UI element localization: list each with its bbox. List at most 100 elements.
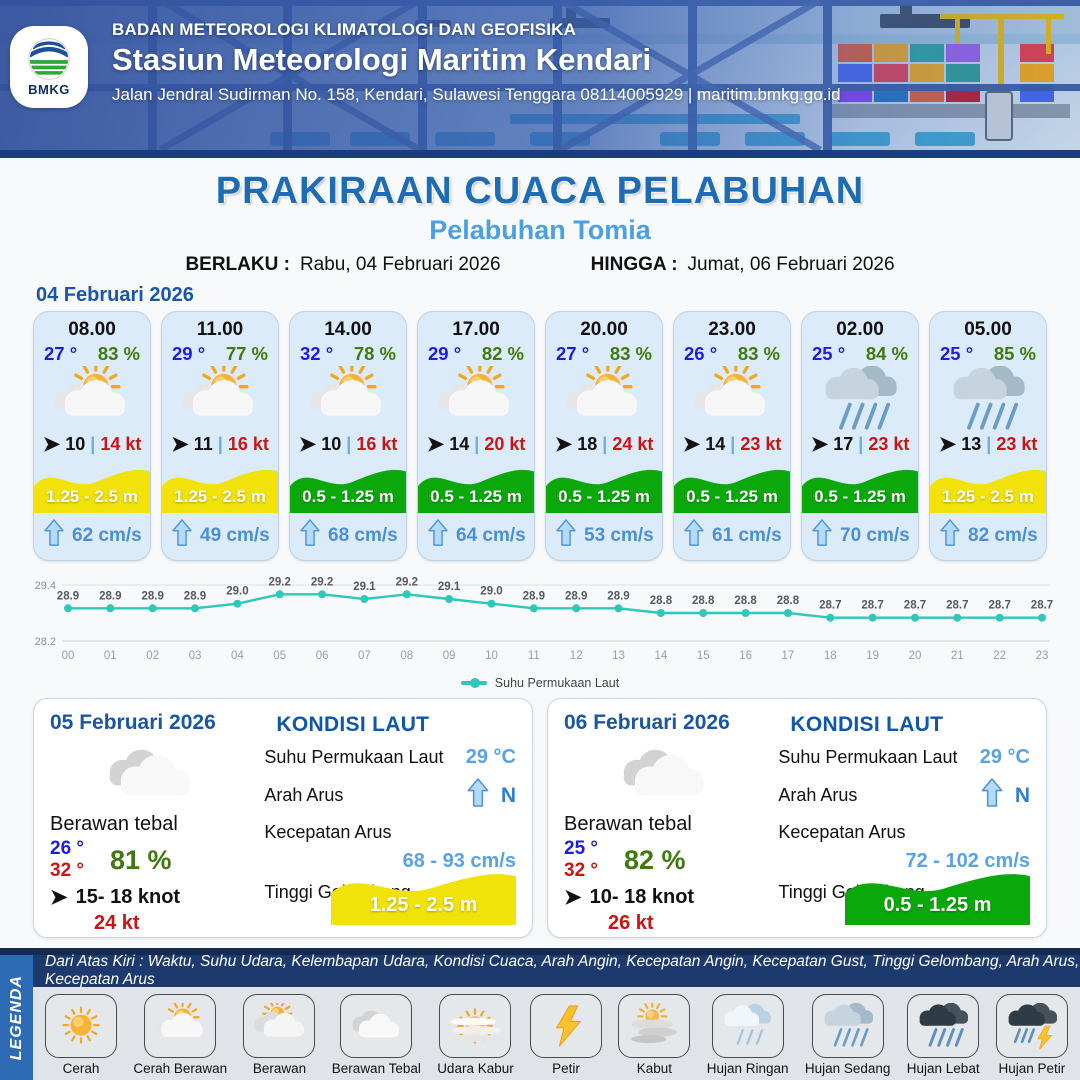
svg-text:13: 13 [612, 650, 625, 662]
gust-value: 24 kt [94, 912, 140, 934]
cerah-berawan-icon [418, 365, 534, 434]
legend-caption: Dari Atas Kiri : Waktu, Suhu Udara, Kele… [33, 953, 1080, 988]
hujan-petir-icon [995, 994, 1068, 1058]
legend-item: Petir [530, 994, 603, 1080]
humidity: 83 % [737, 343, 780, 364]
weather-condition: Berawan tebal [564, 813, 692, 835]
wind-arrow-icon: ➤ [554, 433, 573, 456]
north-arrow-icon [467, 778, 489, 813]
svg-text:28.7: 28.7 [819, 600, 841, 612]
svg-text:14: 14 [655, 650, 668, 662]
legend-item: Cerah Berawan [133, 994, 227, 1080]
wave-height-band: 0.5 - 1.25 m [290, 457, 406, 513]
sea-condition-heading: KONDISI LAUT [276, 713, 430, 736]
temp-max: 32 ° [50, 860, 85, 881]
air-temp: 25 ° [812, 343, 846, 364]
cerah-berawan-icon [162, 365, 278, 434]
wave-height-band: 1.25 - 2.5 m [930, 457, 1046, 513]
wave-height-chip: 1.25 - 2.5 m [331, 859, 516, 925]
sst-legend-marker [460, 678, 487, 688]
wave-height-value: 0.5 - 1.25 m [302, 487, 394, 506]
wave-height-value: 0.5 - 1.25 m [558, 487, 650, 506]
cerah-berawan-icon [34, 365, 150, 434]
current-arrow-icon [812, 519, 832, 552]
current-speed-value: 68 - 93 cm/s [402, 850, 516, 872]
temp-min: 25 ° [564, 838, 599, 859]
legend-item: Kabut [618, 994, 691, 1080]
svg-text:11: 11 [528, 650, 540, 662]
humidity: 85 % [993, 343, 1036, 364]
wind-speed: 10 [65, 434, 86, 454]
wind-speed: 14 [705, 434, 726, 454]
legend-item-label: Hujan Lebat [906, 1061, 980, 1076]
svg-text:29.1: 29.1 [438, 581, 461, 593]
wave-height-band: 0.5 - 1.25 m [674, 457, 790, 513]
wind-speed: 10 [321, 434, 342, 454]
humidity: 78 % [353, 343, 396, 364]
bmkg-logo-text: BMKG [28, 82, 70, 97]
hour-time: 23.00 [708, 319, 756, 340]
svg-text:28.7: 28.7 [989, 600, 1011, 612]
wave-height-band: 0.5 - 1.25 m [546, 457, 662, 513]
svg-text:00: 00 [62, 650, 75, 662]
svg-text:28.8: 28.8 [650, 595, 673, 607]
legend-item-label: Hujan Petir [998, 1061, 1066, 1076]
wind-speed: 18 [577, 434, 598, 454]
svg-text:09: 09 [443, 650, 456, 662]
legend-item: Berawan Tebal [332, 994, 421, 1080]
temp-max: 32 ° [564, 860, 599, 881]
wind-speed: 13 [961, 434, 982, 454]
station-address: Jalan Jendral Sudirman No. 158, Kendari,… [112, 85, 841, 104]
legend-item: Udara Kabur [437, 994, 514, 1080]
legend-strip: LEGENDA [0, 955, 33, 1080]
svg-text:28.9: 28.9 [607, 590, 629, 602]
legend-item-label: Cerah Berawan [133, 1061, 228, 1076]
gust-value: 26 kt [608, 912, 654, 934]
sst-legend-label: Suhu Permukaan Laut [494, 676, 620, 690]
wind-arrow-icon: ➤ [938, 433, 957, 456]
berawan-icon [243, 994, 316, 1058]
humidity: 77 % [225, 343, 268, 364]
svg-text:28.8: 28.8 [734, 595, 757, 607]
wave-height-value: 1.25 - 2.5 m [174, 487, 266, 506]
svg-text:10: 10 [485, 650, 498, 662]
port-name: Pelabuhan Tomia [429, 215, 651, 245]
gust-speed: 23 kt [740, 434, 782, 454]
air-temp: 26 ° [684, 343, 718, 364]
current-speed: 70 cm/s [840, 524, 910, 546]
svg-text:29.2: 29.2 [311, 576, 333, 588]
weather-condition: Berawan tebal [50, 813, 178, 835]
current-speed: 82 cm/s [968, 524, 1038, 546]
current-arrow-icon [172, 519, 192, 552]
current-dir-label: Arah Arus [778, 785, 858, 805]
svg-text:05: 05 [273, 650, 286, 662]
current-dir-label: Arah Arus [264, 785, 344, 805]
validity-line: BERLAKU : Rabu, 04 Februari 2026 HINGGA … [0, 254, 1080, 276]
north-arrow-icon [981, 778, 1003, 813]
svg-text:28.9: 28.9 [565, 590, 587, 602]
legend-item-label: Hujan Ringan [706, 1061, 789, 1076]
temp-min: 26 ° [50, 838, 85, 859]
bmkg-logo: BMKG [10, 26, 88, 108]
svg-text:28.7: 28.7 [904, 600, 926, 612]
gust-speed: 16 kt [356, 434, 398, 454]
valid-until-label: HINGGA : [590, 254, 678, 275]
wind-arrow-icon: ➤ [682, 433, 701, 456]
legend-item-label: Hujan Sedang [804, 1061, 891, 1076]
hour-time: 08.00 [68, 319, 116, 340]
wave-height-band: 0.5 - 1.25 m [418, 457, 534, 513]
hour-time: 05.00 [964, 319, 1012, 340]
humidity: 83 % [97, 343, 140, 364]
hour-card-05.00: 05.00 25 ° 85 % ➤ 13 | 23 kt 1.25 - 2.5 … [929, 311, 1047, 561]
svg-text:16: 16 [739, 650, 752, 662]
hour-card-11.00: 11.00 29 ° 77 % ➤ 11 | 16 kt 1.25 - 2.5 … [161, 311, 279, 561]
hour-time: 02.00 [836, 319, 884, 340]
hour-card-02.00: 02.00 25 ° 84 % ➤ 17 | 23 kt 0.5 - 1.25 … [801, 311, 919, 561]
current-speed-value: 72 - 102 cm/s [905, 850, 1030, 872]
current-arrow-icon [300, 519, 320, 552]
svg-text:28.9: 28.9 [184, 590, 206, 602]
svg-text:18: 18 [824, 650, 837, 662]
legend-strip-label: LEGENDA [7, 974, 25, 1061]
wave-height-value: 0.5 - 1.25 m [430, 487, 522, 506]
wind-arrow-icon: ➤ [42, 433, 61, 456]
